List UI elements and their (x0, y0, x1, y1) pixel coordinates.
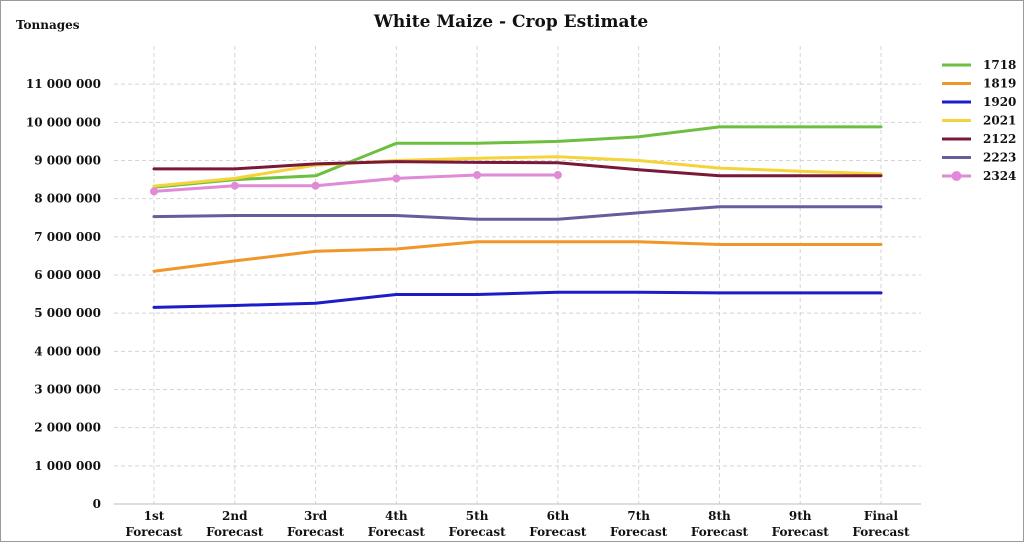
x-tick-label: 4th Forecast (368, 509, 426, 539)
y-tick-label: 11 000 000 (26, 77, 101, 91)
x-tick-label: 8th Forecast (691, 509, 749, 539)
grid (114, 46, 921, 504)
x-tick-label: Final Forecast (852, 509, 910, 539)
legend-label-1920: 1920 (983, 95, 1016, 109)
data-point-2324 (150, 187, 158, 196)
series-line-2223 (152, 205, 883, 221)
y-tick-label: 9 000 000 (34, 154, 101, 168)
x-tick-label: 5th Forecast (449, 509, 507, 539)
legend-label-1819: 1819 (983, 77, 1016, 91)
y-tick-label: 2 000 000 (34, 421, 101, 435)
y-tick-label: 5 000 000 (34, 306, 101, 320)
x-tick-label: 7th Forecast (610, 509, 668, 539)
y-tick-label: 7 000 000 (34, 230, 101, 244)
y-tick-label: 3 000 000 (34, 383, 101, 397)
x-tick-label: 3rd Forecast (287, 509, 345, 539)
chart-title: White Maize - Crop Estimate (373, 12, 648, 32)
legend-label-1718: 1718 (983, 58, 1016, 72)
y-tick-label: 6 000 000 (34, 268, 101, 282)
legend-label-2324: 2324 (983, 169, 1016, 183)
data-point-2324 (473, 171, 482, 180)
y-axis-label: Tonnages (16, 18, 80, 32)
y-tick-label: 0 (93, 497, 101, 511)
y-tick-label: 8 000 000 (34, 192, 101, 206)
y-tick-label: 1 000 000 (34, 459, 101, 473)
series-line-2324 (152, 173, 560, 193)
data-point-2324 (553, 171, 562, 180)
series-line-1920 (152, 290, 883, 309)
series-line-2021 (152, 155, 883, 188)
series-group (150, 125, 883, 309)
legend-label-2021: 2021 (983, 114, 1016, 128)
x-tick-label: 2nd Forecast (206, 509, 264, 539)
x-tick-label: 1st Forecast (125, 509, 183, 539)
legend-marker-2324 (951, 171, 962, 181)
y-tick-label: 4 000 000 (34, 344, 101, 358)
legend-label-2223: 2223 (983, 151, 1016, 165)
legend: 1718 1819 1920 2021 2122 2223 2324 (942, 58, 1016, 183)
x-tick-label: 6th Forecast (529, 509, 587, 539)
x-tick-label: 9th Forecast (772, 509, 830, 539)
data-point-2324 (392, 174, 401, 183)
data-point-2324 (230, 181, 239, 190)
legend-label-2122: 2122 (983, 132, 1016, 146)
series-line-2122 (152, 160, 883, 178)
y-tick-label: 10 000 000 (26, 115, 101, 129)
axes: 0 1 000 000 2 000 000 3 000 000 4 000 000 5 0… (26, 77, 921, 539)
data-point-2324 (311, 181, 320, 190)
series-line-1819 (152, 240, 883, 273)
series-line-1718 (152, 125, 883, 189)
